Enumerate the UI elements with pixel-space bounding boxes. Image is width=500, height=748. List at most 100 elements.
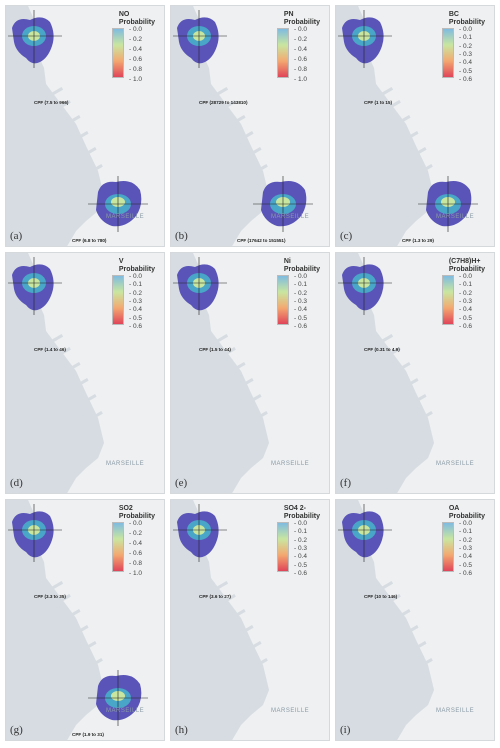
map-panel-b: PN Probability - 0.0 - 0.2 - 0.4 - 0.6 - 0.8…: [170, 5, 330, 247]
map-panel-h: SO4 2- Probability - 0.0- 0.1- 0.2- 0.3-…: [170, 499, 330, 741]
city-label: MARSEILLE: [271, 461, 310, 467]
cpf-range-top: CPF (28729 to 143810): [199, 100, 248, 105]
harbour-piers: [376, 87, 433, 177]
map-canvas: [171, 500, 329, 740]
scale-tick-label: - 0.0: [293, 273, 307, 280]
sea-area: [336, 6, 434, 246]
scale-tick-label: - 0.2: [293, 536, 307, 544]
legend-species: SO2: [118, 505, 133, 512]
city-label: MARSEILLE: [106, 461, 145, 467]
sea-area: [336, 253, 434, 493]
legend-heading: Probability: [118, 266, 155, 273]
cpf-range-bottom: CPF (1.9 to 31): [72, 732, 104, 737]
scale-tick-label: - 0.6: [128, 323, 142, 330]
color-scale-bar: [277, 275, 289, 325]
plume-bottom: [88, 176, 148, 232]
cpf-range-top: CPF (0.31 to 4.9): [364, 347, 400, 352]
color-scale-bar: [442, 28, 454, 78]
color-scale-bar: [442, 275, 454, 325]
scale-tick-label: - 0.0: [128, 520, 142, 527]
scale-tick-label: - 0.2: [293, 36, 307, 43]
plume-top: [8, 504, 62, 562]
scale-tick-label: - 0.3: [458, 51, 472, 58]
map-panel-e: Ni Probability - 0.0- 0.1- 0.2- 0.3- 0.4…: [170, 252, 330, 494]
city-label: MARSEILLE: [436, 708, 475, 714]
harbour-piers: [46, 87, 103, 177]
scale-tick-label: - 0.4: [128, 540, 142, 547]
scale-tick-label: - 0.5: [128, 314, 142, 322]
map-canvas: [336, 253, 494, 493]
scale-tick-label: - 0.8: [128, 560, 142, 567]
map-canvas: [6, 500, 164, 740]
scale-tick-label: - 0.2: [293, 289, 307, 297]
scale-tick-label: - 1.0: [128, 570, 142, 577]
panel-label: (a): [10, 230, 23, 242]
cpf-range-top: CPF (1 to 15): [364, 100, 393, 105]
legend-species: V: [118, 258, 124, 265]
scale-tick-label: - 0.6: [458, 323, 472, 330]
plume-top: [173, 257, 227, 315]
scale-tick-label: - 0.0: [458, 273, 472, 280]
scale-tick-label: - 0.5: [293, 314, 307, 322]
plume-bottom: [418, 176, 478, 232]
plume-top: [173, 10, 227, 68]
cpf-range-top: CPF (1.5 to 44): [199, 347, 231, 352]
color-scale-bar: [442, 522, 454, 572]
city-label: MARSEILLE: [436, 214, 475, 220]
plume-top: [173, 504, 227, 562]
scale-tick-label: - 0.4: [293, 306, 307, 314]
scale-tick-label: - 0.4: [293, 46, 307, 53]
scale-tick-label: - 0.3: [128, 298, 142, 305]
color-scale-bar: [112, 522, 124, 572]
map-panel-i: OA Probability - 0.0- 0.1- 0.2- 0.3- 0.4…: [335, 499, 495, 741]
plume-bottom: [88, 670, 148, 726]
legend-species: (C7H8)H+: [448, 258, 481, 265]
legend-heading: Probability: [283, 266, 320, 273]
harbour-piers: [211, 334, 268, 424]
scale-tick-label: - 0.2: [128, 36, 142, 43]
map-panel-c: BC Probability - 0.0- 0.1- 0.2- 0.3- 0.4…: [335, 5, 495, 247]
map-canvas: [6, 6, 164, 246]
scale-tick-label: - 0.2: [128, 530, 142, 537]
harbour-piers: [46, 581, 103, 671]
scale-tick-label: - 0.1: [128, 281, 142, 289]
harbour-piers: [46, 334, 103, 424]
city-label: MARSEILLE: [106, 214, 145, 220]
scale-tick-label: - 0.2: [458, 289, 472, 297]
scale-tick-label: - 0.8: [128, 66, 142, 73]
legend-heading: Probability: [283, 19, 320, 26]
scale-tick-label: - 0.6: [128, 550, 142, 557]
sea-area: [336, 500, 434, 740]
scale-tick-label: - 0.0: [458, 520, 472, 527]
legend-heading: Probability: [448, 513, 485, 520]
legend-species: BC: [448, 11, 459, 18]
sea-area: [171, 253, 269, 493]
color-scale-bar: [277, 522, 289, 572]
scale-tick-label: - 0.1: [293, 281, 307, 289]
color-scale-bar: [112, 275, 124, 325]
scale-tick-label: - 0.6: [293, 570, 307, 577]
sea-area: [6, 253, 104, 493]
panel-label: (f): [340, 477, 351, 489]
scale-tick-label: - 0.6: [458, 570, 472, 577]
color-scale-bar: [277, 28, 289, 78]
map-canvas: [171, 253, 329, 493]
harbour-piers: [211, 87, 268, 177]
cpf-range-bottom: CPF (17642 to 151551): [237, 238, 286, 243]
scale-tick-label: - 0.2: [458, 42, 472, 50]
panel-label: (e): [175, 477, 188, 489]
scale-tick-label: - 0.5: [458, 314, 472, 322]
sea-area: [6, 500, 104, 740]
scale-tick-label: - 0.0: [293, 520, 307, 527]
map-canvas: [336, 6, 494, 246]
scale-tick-label: - 0.4: [458, 306, 472, 314]
map-panel-d: V Probability - 0.0- 0.1- 0.2- 0.3- 0.4-…: [5, 252, 165, 494]
scale-tick-label: - 0.0: [128, 273, 142, 280]
legend-species: OA: [448, 505, 460, 512]
scale-tick-label: - 0.4: [128, 46, 142, 53]
scale-tick-label: - 0.1: [458, 34, 472, 42]
color-scale-bar: [112, 28, 124, 78]
plume-bottom: [253, 176, 313, 232]
scale-tick-label: - 0.6: [128, 56, 142, 63]
scale-tick-label: - 0.4: [293, 553, 307, 561]
